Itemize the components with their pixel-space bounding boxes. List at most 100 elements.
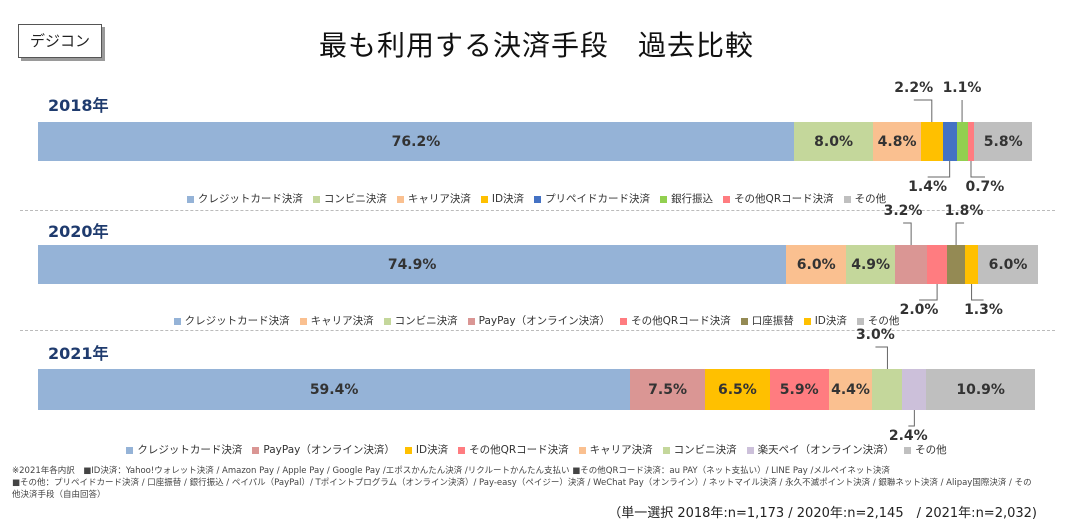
- legend-swatch: [723, 195, 731, 203]
- legend-swatch: [173, 317, 181, 325]
- section-divider: [20, 330, 1055, 331]
- callout-value-label: 1.4%: [908, 179, 947, 195]
- callout-leader-line: [927, 161, 951, 178]
- callout-leader-line: [919, 284, 938, 301]
- legend-2021: クレジットカード決済 PayPay（オンライン決済） ID決済 その他QRコード決済 キ…: [0, 442, 1073, 457]
- legend-label: 銀行振込: [671, 193, 714, 205]
- legend-swatch: [312, 195, 320, 203]
- legend-swatch: [480, 195, 488, 203]
- legend-swatch: [396, 195, 404, 203]
- legend-label: PayPay（オンライン決済）: [263, 444, 395, 456]
- bar-segment: 4.9%: [846, 245, 896, 284]
- legend-label: キャリア決済: [310, 315, 374, 327]
- callout-leader-line: [913, 99, 933, 122]
- bar-segment: [895, 245, 928, 284]
- legend-label: コンビニ決済: [673, 444, 737, 456]
- segment-value-label: 4.4%: [831, 381, 870, 398]
- legend-item: その他QRコード決済: [620, 313, 731, 328]
- bar-segment: 4.4%: [828, 369, 873, 410]
- segment-value-label: 76.2%: [391, 133, 441, 150]
- legend-label: クレジットカード決済: [184, 315, 290, 327]
- bar-segment: 10.9%: [926, 369, 1035, 410]
- segment-value-label: 4.9%: [851, 256, 891, 273]
- legend-label: その他: [854, 193, 887, 205]
- legend-swatch: [404, 446, 412, 454]
- legend-swatch: [578, 446, 586, 454]
- legend-item: コンビニ決済: [312, 191, 387, 206]
- legend-label: コンビニ決済: [323, 193, 387, 205]
- legend-2018: クレジットカード決済 コンビニ決済 キャリア決済 ID決済 プリペイドカード決済 銀行振込…: [0, 191, 1073, 206]
- segment-value-label: 5.8%: [983, 133, 1023, 150]
- legend-swatch: [740, 317, 748, 325]
- legend-label: クレジットカード決済: [137, 444, 243, 456]
- bar-segment: 6.5%: [704, 369, 770, 410]
- bar-segment: [965, 245, 979, 284]
- category-tag: デジコン: [18, 24, 102, 58]
- legend-label: その他: [867, 315, 900, 327]
- segment-value-label: 8.0%: [814, 133, 853, 150]
- callout-value-label: 2.2%: [894, 80, 934, 96]
- legend-item: その他QRコード決済: [723, 191, 834, 206]
- segment-value-label: 6.5%: [717, 381, 757, 398]
- callout-value-label: 1.8%: [944, 203, 984, 219]
- bar-segment: 59.4%: [38, 369, 631, 410]
- bar-segment: [872, 369, 903, 410]
- callout-leader-line: [971, 284, 984, 301]
- callout-leader-line: [875, 346, 888, 369]
- stacked-bar-2021: 59.4% 7.5% 6.5% 5.9% 4.4% 10.9%: [38, 369, 1035, 410]
- legend-item: クレジットカード決済: [186, 191, 303, 206]
- footnote-line: ■その他：プリペイドカード決済 / 口座振替 / 銀行振込 / ペイパル（Pay…: [12, 478, 1032, 488]
- legend-label: その他QRコード決済: [631, 315, 731, 327]
- legend-swatch: [186, 195, 194, 203]
- legend-item: ID決済: [404, 442, 448, 457]
- callout-value-label: 1.3%: [964, 302, 1003, 318]
- legend-2020: クレジットカード決済 キャリア決済 コンビニ決済 PayPay（オンライン決済） その他…: [0, 313, 1073, 328]
- segment-value-label: 6.0%: [796, 256, 836, 273]
- legend-item: 楽天ペイ（オンライン決済）: [746, 442, 895, 457]
- bar-segment: 5.9%: [769, 369, 829, 410]
- bar-segment: 8.0%: [793, 122, 874, 161]
- sample-size-note: （単一選択 2018年:n=1,173 / 2020年:n=2,145 / 20…: [608, 506, 1037, 521]
- legend-label: コンビニ決済: [394, 315, 458, 327]
- year-label-2018: 2018年: [48, 96, 109, 115]
- legend-swatch: [299, 317, 307, 325]
- callout-leader-line: [903, 222, 912, 245]
- stacked-bar-2020: 74.9% 6.0% 4.9% 6.0%: [38, 245, 1038, 284]
- bar-segment: [920, 122, 943, 161]
- legend-label: 楽天ペイ（オンライン決済）: [757, 444, 895, 456]
- legend-label: その他: [915, 444, 947, 456]
- year-label-2021: 2021年: [48, 344, 109, 363]
- legend-item: PayPay（オンライン決済）: [252, 442, 395, 457]
- legend-item: 銀行振込: [660, 191, 713, 206]
- legend-swatch: [534, 195, 542, 203]
- callout-leader-line: [908, 410, 915, 427]
- bar-segment: 6.0%: [978, 245, 1038, 284]
- callout-leader-line: [970, 161, 985, 178]
- legend-item: コンビニ決済: [662, 442, 737, 457]
- segment-value-label: 74.9%: [387, 256, 437, 273]
- callout-value-label: 2.0%: [899, 302, 939, 318]
- bar-segment: [956, 122, 968, 161]
- legend-item: 口座振替: [740, 313, 794, 328]
- segment-value-label: 4.8%: [877, 133, 917, 150]
- legend-item: キャリア決済: [578, 442, 653, 457]
- legend-item: コンビニ決済: [383, 313, 458, 328]
- legend-item: その他: [843, 191, 887, 206]
- bar-segment: [902, 369, 927, 410]
- bar-segment: [927, 245, 948, 284]
- segment-value-label: 59.4%: [309, 381, 359, 398]
- legend-swatch: [746, 446, 754, 454]
- legend-label: 口座振替: [751, 315, 794, 327]
- year-label-2020: 2020年: [48, 222, 109, 241]
- legend-label: キャリア決済: [589, 444, 653, 456]
- callout-value-label: 3.2%: [883, 203, 923, 219]
- legend-item: キャリア決済: [299, 313, 374, 328]
- legend-item: クレジットカード決済: [126, 442, 242, 457]
- bar-segment: 4.8%: [873, 122, 921, 161]
- legend-item: ID決済: [803, 313, 847, 328]
- legend-item: その他: [856, 313, 900, 328]
- bar-segment: [967, 122, 975, 161]
- legend-item: その他: [904, 442, 947, 457]
- bar-segment: [947, 245, 966, 284]
- segment-value-label: 5.9%: [779, 381, 819, 398]
